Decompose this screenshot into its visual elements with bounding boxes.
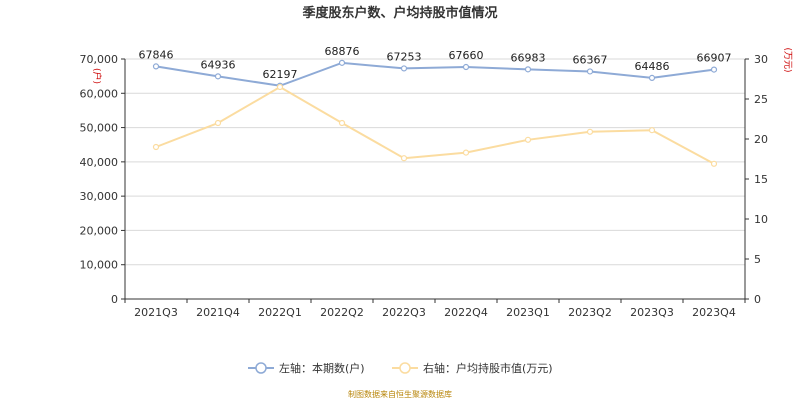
legend-label: 左轴：本期数(户) bbox=[279, 361, 365, 375]
data-point bbox=[338, 119, 346, 127]
left-tick-label: 30,000 bbox=[80, 190, 119, 203]
data-point bbox=[586, 128, 594, 135]
data-point bbox=[462, 63, 470, 71]
legend-label: 右轴：户均持股市值(万元) bbox=[423, 361, 553, 375]
series-line bbox=[155, 61, 715, 87]
source-note: 制图数据来自恒生聚源数据库 bbox=[348, 389, 452, 399]
x-tick-label: 2023Q4 bbox=[692, 306, 736, 319]
right-axis-label: (万元) bbox=[782, 47, 792, 72]
right-tick-label: 30 bbox=[754, 53, 768, 66]
x-tick-label: 2023Q1 bbox=[506, 306, 550, 319]
data-label: 67253 bbox=[387, 50, 422, 63]
data-point bbox=[214, 119, 222, 127]
data-point bbox=[710, 66, 718, 73]
right-tick-label: 0 bbox=[754, 293, 761, 306]
data-label: 64936 bbox=[201, 58, 236, 71]
data-label: 68876 bbox=[325, 45, 360, 58]
x-tick-label: 2022Q3 bbox=[382, 306, 426, 319]
left-tick-label: 70,000 bbox=[80, 53, 119, 66]
data-point bbox=[400, 65, 408, 72]
left-tick-label: 50,000 bbox=[80, 122, 119, 135]
right-tick-label: 10 bbox=[754, 213, 768, 226]
data-point bbox=[276, 83, 284, 91]
data-point bbox=[338, 59, 346, 66]
x-tick-label: 2023Q2 bbox=[568, 306, 612, 319]
data-label: 67660 bbox=[449, 49, 484, 62]
left-axis-label: (户) bbox=[91, 68, 103, 84]
data-point bbox=[586, 68, 594, 75]
x-tick-label: 2023Q3 bbox=[630, 306, 674, 319]
left-tick-label: 40,000 bbox=[80, 156, 119, 169]
data-point bbox=[152, 63, 160, 70]
x-tick-label: 2021Q4 bbox=[196, 306, 240, 319]
data-point bbox=[524, 66, 532, 73]
data-label: 66907 bbox=[697, 52, 732, 65]
data-point bbox=[462, 149, 470, 156]
left-tick-label: 10,000 bbox=[80, 259, 119, 272]
legend-marker bbox=[399, 362, 411, 374]
right-tick-label: 25 bbox=[754, 93, 768, 106]
series-line bbox=[155, 85, 715, 165]
x-tick-label: 2021Q3 bbox=[134, 306, 178, 319]
data-label: 62197 bbox=[263, 68, 298, 81]
left-tick-label: 60,000 bbox=[80, 87, 119, 100]
data-point bbox=[710, 160, 718, 167]
right-tick-label: 15 bbox=[754, 173, 768, 186]
data-label: 66983 bbox=[511, 51, 546, 64]
chart-title: 季度股东户数、户均持股市值情况 bbox=[301, 5, 497, 21]
data-point bbox=[152, 143, 160, 151]
data-point bbox=[648, 127, 656, 134]
left-tick-label: 0 bbox=[111, 293, 118, 306]
left-tick-label: 20,000 bbox=[80, 224, 119, 237]
right-tick-label: 5 bbox=[754, 253, 761, 266]
data-point bbox=[648, 74, 656, 82]
data-point bbox=[524, 136, 532, 143]
data-label: 67846 bbox=[139, 48, 174, 61]
right-tick-label: 20 bbox=[754, 133, 768, 146]
x-tick-label: 2022Q1 bbox=[258, 306, 302, 319]
data-point bbox=[214, 73, 222, 80]
data-point bbox=[400, 155, 408, 162]
x-tick-label: 2022Q2 bbox=[320, 306, 364, 319]
data-label: 64486 bbox=[635, 60, 670, 73]
x-tick-label: 2022Q4 bbox=[444, 306, 488, 319]
data-label: 66367 bbox=[573, 53, 608, 66]
legend-marker bbox=[255, 362, 267, 374]
